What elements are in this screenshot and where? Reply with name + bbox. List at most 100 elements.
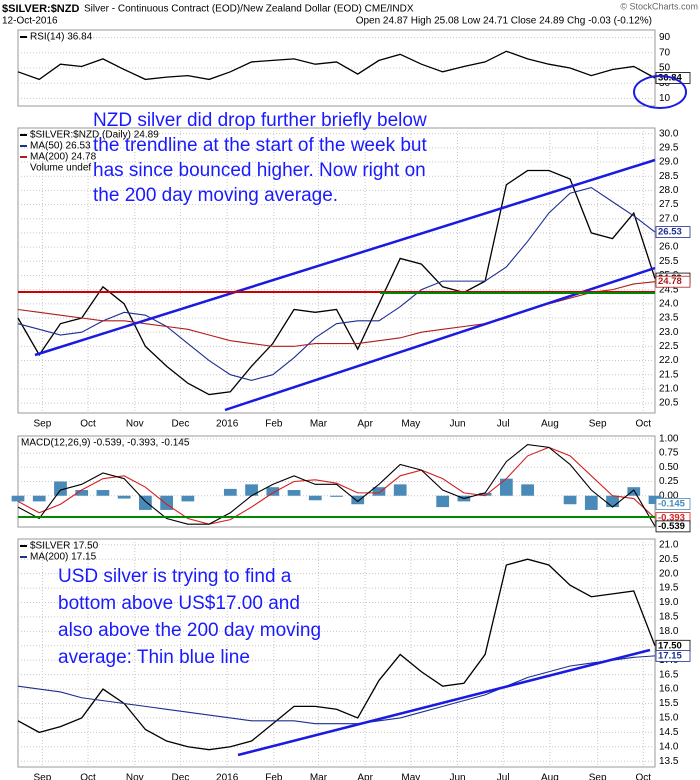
y-tick-label: 20.0 bbox=[659, 568, 679, 579]
end-label-box bbox=[655, 226, 691, 238]
end-label-box bbox=[655, 649, 691, 662]
histogram-bar bbox=[181, 495, 195, 502]
series-line bbox=[17, 186, 656, 381]
histogram-bar bbox=[11, 495, 25, 502]
y-tick-label: 15.0 bbox=[659, 713, 679, 724]
y-tick-label: 0.25 bbox=[659, 476, 679, 487]
y-tick-label: 23.5 bbox=[659, 313, 679, 324]
y-tick-label: 50 bbox=[659, 63, 671, 74]
y-tick-label: 27.0 bbox=[659, 213, 679, 224]
histogram-bar bbox=[563, 495, 577, 505]
series-line bbox=[17, 50, 656, 81]
series-line bbox=[17, 443, 656, 527]
y-tick-label: 18.5 bbox=[659, 612, 679, 623]
y-tick-label: 28.5 bbox=[659, 171, 679, 182]
histogram-bar bbox=[478, 492, 492, 496]
y-tick-label: 0.50 bbox=[659, 462, 679, 473]
end-label: -0.539 bbox=[658, 521, 685, 532]
y-tick-label: 22.0 bbox=[659, 355, 679, 366]
legend-note: Volume undef bbox=[30, 163, 91, 174]
copyright: © StockCharts.com bbox=[620, 1, 698, 11]
legend-label: RSI(14) 36.84 bbox=[30, 32, 93, 43]
x-tick-label: Apr bbox=[357, 419, 373, 430]
upper-trendline bbox=[34, 158, 656, 357]
y-tick-label: 29.5 bbox=[659, 142, 679, 153]
x-tick-label: Aug bbox=[541, 419, 559, 430]
y-tick-label: 23.0 bbox=[659, 327, 679, 338]
x-tick-label: Jul bbox=[497, 773, 510, 780]
y-tick-label: 1.00 bbox=[659, 433, 679, 444]
y-tick-label: 16.0 bbox=[659, 684, 679, 695]
x-tick-label: Jun bbox=[449, 773, 465, 780]
histogram-bar bbox=[139, 495, 152, 510]
end-label: 17.15 bbox=[658, 650, 682, 661]
annotation: has since bounced higher. Now right on bbox=[93, 160, 426, 181]
end-label: 24.78 bbox=[658, 276, 682, 287]
histogram-bar bbox=[117, 495, 131, 499]
y-tick-label: 29.0 bbox=[659, 157, 679, 168]
histogram-bar bbox=[96, 490, 110, 496]
x-tick-label: Dec bbox=[172, 773, 190, 780]
y-tick-label: 25.5 bbox=[659, 256, 679, 267]
x-tick-label: Mar bbox=[310, 419, 328, 430]
usd-trendline bbox=[237, 648, 651, 757]
x-tick-label: Oct bbox=[80, 773, 96, 780]
histogram-bar bbox=[372, 487, 386, 496]
x-tick-label: Jun bbox=[449, 419, 465, 430]
y-tick-label: 19.0 bbox=[659, 597, 679, 608]
y-tick-label: 21.0 bbox=[659, 539, 679, 550]
histogram-bar bbox=[223, 488, 237, 496]
y-tick-label: 14.5 bbox=[659, 727, 679, 738]
x-tick-label: Mar bbox=[310, 773, 328, 780]
x-tick-label: Apr bbox=[357, 773, 373, 780]
end-label-box bbox=[655, 520, 691, 533]
x-tick-label: Oct bbox=[80, 419, 96, 430]
histogram-bar bbox=[648, 495, 662, 504]
end-label: -0.145 bbox=[658, 498, 686, 509]
series-line bbox=[17, 655, 656, 725]
x-tick-label: Sep bbox=[34, 419, 52, 430]
annotation: the 200 day moving average. bbox=[93, 185, 338, 206]
x-tick-label: Feb bbox=[265, 419, 283, 430]
histogram-bar bbox=[499, 478, 513, 496]
x-tick-label: Jul bbox=[497, 419, 510, 430]
y-tick-label: 10 bbox=[659, 93, 671, 104]
x-tick-label: 2016 bbox=[216, 419, 239, 430]
legend-label: MA(200) 24.78 bbox=[30, 152, 97, 163]
annotation: bottom above US$17.00 and bbox=[58, 593, 300, 614]
y-tick-label: 20.5 bbox=[659, 398, 679, 409]
y-tick-label: 30.0 bbox=[659, 128, 679, 139]
histogram-bar bbox=[308, 495, 322, 501]
annotation: NZD silver did drop further briefly belo… bbox=[93, 110, 427, 131]
panel-frame bbox=[17, 127, 656, 414]
histogram-bar bbox=[393, 484, 407, 496]
x-tick-label: Oct bbox=[636, 419, 652, 430]
end-label-box bbox=[655, 498, 691, 510]
x-tick-label: 2016 bbox=[216, 773, 239, 780]
histogram-bar bbox=[266, 487, 280, 496]
histogram-bar bbox=[606, 495, 619, 508]
y-tick-label: 90 bbox=[659, 32, 671, 43]
end-label: 17.50 bbox=[658, 640, 682, 651]
x-tick-label: Feb bbox=[265, 773, 283, 780]
end-label: 26.53 bbox=[658, 227, 682, 238]
x-tick-label: Aug bbox=[541, 773, 559, 780]
y-tick-label: 15.5 bbox=[659, 698, 679, 709]
histogram-bar bbox=[32, 495, 46, 502]
x-tick-label: Sep bbox=[34, 773, 52, 780]
histogram-bar bbox=[330, 495, 343, 497]
date: 12-Oct-2016 bbox=[2, 16, 58, 27]
annotations-drawn bbox=[18, 75, 687, 757]
y-tick-label: 18.0 bbox=[659, 626, 679, 637]
x-tick-label: Nov bbox=[126, 419, 144, 430]
legend-label: MA(50) 26.53 bbox=[30, 141, 91, 152]
y-tick-label: 0.00 bbox=[659, 490, 679, 501]
y-tick-label: 19.5 bbox=[659, 583, 679, 594]
y-tick-label: 0.75 bbox=[659, 448, 679, 459]
x-tick-label: Dec bbox=[172, 419, 190, 430]
legend-label: MA(200) 17.15 bbox=[30, 552, 97, 563]
panel-title: MACD(12,26,9) -0.539, -0.393, -0.145 bbox=[21, 438, 190, 449]
histogram-bar bbox=[75, 490, 89, 496]
y-tick-label: 14.0 bbox=[659, 741, 679, 752]
